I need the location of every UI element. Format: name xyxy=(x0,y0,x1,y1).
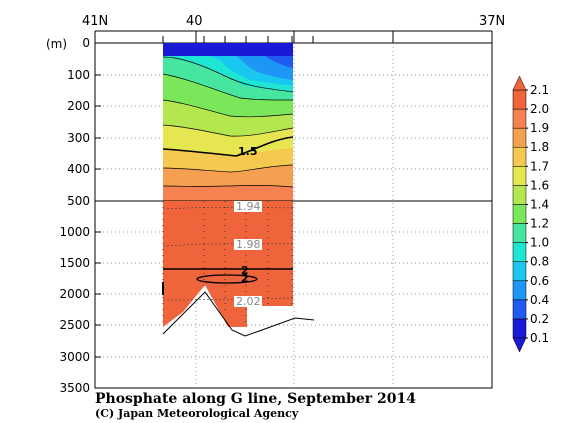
y-tick-label: 300 xyxy=(67,131,90,145)
y-tick-label: 200 xyxy=(67,99,90,113)
colorbar-swatch xyxy=(512,299,527,320)
colorbar-swatch xyxy=(512,89,527,110)
top-axis-label-41n: 41N xyxy=(82,14,108,29)
colorbar-label: 1.4 xyxy=(530,197,549,211)
contour-label-2-a: 2 xyxy=(241,264,249,277)
colorbar-swatch xyxy=(512,127,527,148)
contour-2-loop xyxy=(196,274,258,284)
contour-label-2.02: 2.02 xyxy=(236,295,261,308)
colorbar-label: 0.4 xyxy=(530,293,549,307)
colorbar-label: 0.6 xyxy=(530,274,549,288)
colorbar-swatch xyxy=(512,242,527,262)
credit-text: (C) Japan Meteorological Agency xyxy=(95,407,299,420)
y-tick-label: 400 xyxy=(67,162,90,176)
contour-label-1.98: 1.98 xyxy=(236,238,261,251)
y-tick-label: 500 xyxy=(67,194,90,208)
y-tick-label: 1500 xyxy=(59,256,90,270)
top-axis-label-40: 40 xyxy=(186,14,203,29)
station-marks xyxy=(162,201,293,327)
upper-contours xyxy=(162,56,294,188)
colorbar-bottom-arrow xyxy=(512,337,527,353)
colorbar-label: 1.0 xyxy=(530,236,549,250)
colorbar-label: 2.1 xyxy=(530,83,549,97)
top-axis-ticks xyxy=(94,31,493,43)
colorbar-label: 0.8 xyxy=(530,255,549,269)
colorbar-label: 1.8 xyxy=(530,140,549,154)
y-axis-labels: 0 100 200 300 400 500 1000 1500 2000 250… xyxy=(59,36,90,395)
colorbar: 0.1 0.2 0.4 0.6 0.8 1.0 1.2 1.4 1.6 1.7 1.8 1.9 2.0 2… xyxy=(512,75,549,353)
colorbar-top-arrow xyxy=(512,75,527,91)
y-tick-label: 100 xyxy=(67,68,90,82)
colorbar-label: 1.6 xyxy=(530,178,549,192)
y-unit-label: (m) xyxy=(46,37,67,51)
colorbar-swatch xyxy=(512,223,527,243)
colorbar-swatch xyxy=(512,318,527,339)
colorbar-swatch xyxy=(512,146,527,167)
colorbar-label: 0.1 xyxy=(530,331,549,345)
y-tick-label: 2500 xyxy=(59,318,90,332)
colorbar-swatch xyxy=(512,185,527,205)
colorbar-label: 1.9 xyxy=(530,121,549,135)
y-tick-label: 2000 xyxy=(59,287,90,301)
colorbar-swatch xyxy=(512,108,527,129)
chart-title: Phosphate along G line, September 2014 xyxy=(95,391,416,407)
colorbar-swatch xyxy=(512,204,527,224)
y-tick-label: 3500 xyxy=(59,381,90,395)
contour-1.5 xyxy=(162,136,294,157)
y-axis-ticks xyxy=(95,42,101,389)
colorbar-swatch xyxy=(512,280,527,301)
upper-section-fill xyxy=(163,43,293,201)
y-tick-label: 0 xyxy=(82,36,90,50)
y-tick-label: 3000 xyxy=(59,350,90,364)
gridlines xyxy=(95,43,492,388)
bottom-topography xyxy=(162,291,315,337)
colorbar-label: 2.0 xyxy=(530,102,549,116)
lower-section-fill xyxy=(163,201,293,327)
y-tick-label: 1000 xyxy=(59,225,90,239)
contour-label-2-b: 2 xyxy=(241,272,249,285)
contour-label-1.5: 1.5 xyxy=(238,145,258,158)
top-axis-label-37n: 37N xyxy=(479,14,505,29)
colorbar-swatch xyxy=(512,166,527,186)
colorbar-label: 1.7 xyxy=(530,159,549,173)
colorbar-label: 1.2 xyxy=(530,217,549,231)
contour-label-1.94: 1.94 xyxy=(236,200,261,213)
colorbar-swatch xyxy=(512,261,527,282)
lower-contours xyxy=(162,207,294,301)
colorbar-label: 0.2 xyxy=(530,312,549,326)
